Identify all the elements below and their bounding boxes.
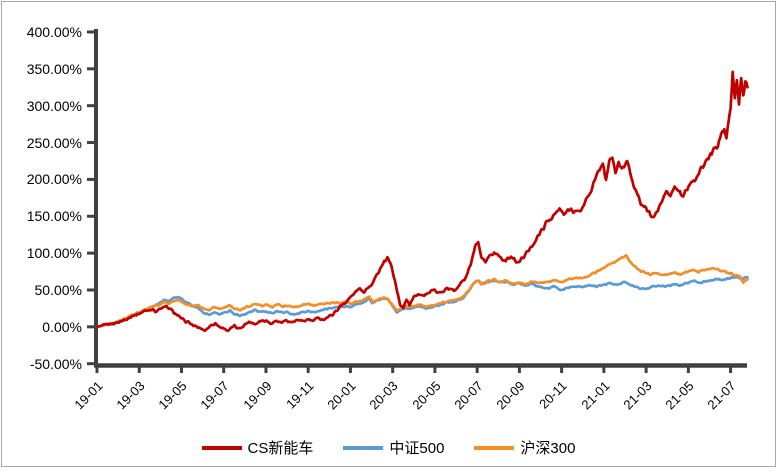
legend-label-hs300: 沪深300: [520, 440, 576, 457]
y-axis-label: 350.00%: [26, 60, 82, 77]
y-axis-label: 400.00%: [26, 23, 82, 40]
y-axis-label: 300.00%: [26, 97, 82, 114]
legend-swatch-cs-nev: [201, 445, 242, 450]
legend-item-csi500: 中证500: [343, 437, 444, 458]
legend-item-cs-nev: CS新能车: [201, 437, 314, 458]
y-axis-label: -50.00%: [29, 355, 82, 372]
y-axis-label: 250.00%: [26, 134, 82, 151]
chart-legend: CS新能车 中证500 沪深300: [2, 437, 775, 458]
legend-label-cs-nev: CS新能车: [247, 440, 314, 457]
series-line-0: [95, 70, 749, 333]
legend-item-hs300: 沪深300: [474, 437, 575, 458]
y-axis-label: 50.00%: [34, 281, 82, 298]
y-axis-label: 150.00%: [26, 208, 82, 225]
y-axis-label: 100.00%: [26, 245, 82, 262]
y-axis-label: 0.00%: [42, 318, 82, 335]
series-line-1: [95, 275, 749, 329]
legend-swatch-csi500: [343, 445, 384, 450]
legend-swatch-hs300: [474, 445, 515, 450]
legend-label-csi500: 中证500: [389, 440, 445, 457]
series-line-2: [95, 253, 749, 329]
y-axis-label: 200.00%: [26, 171, 82, 188]
chart-frame: 400.00% 350.00% 300.00% 250.00% 200.00% 150.0…: [1, 1, 776, 467]
